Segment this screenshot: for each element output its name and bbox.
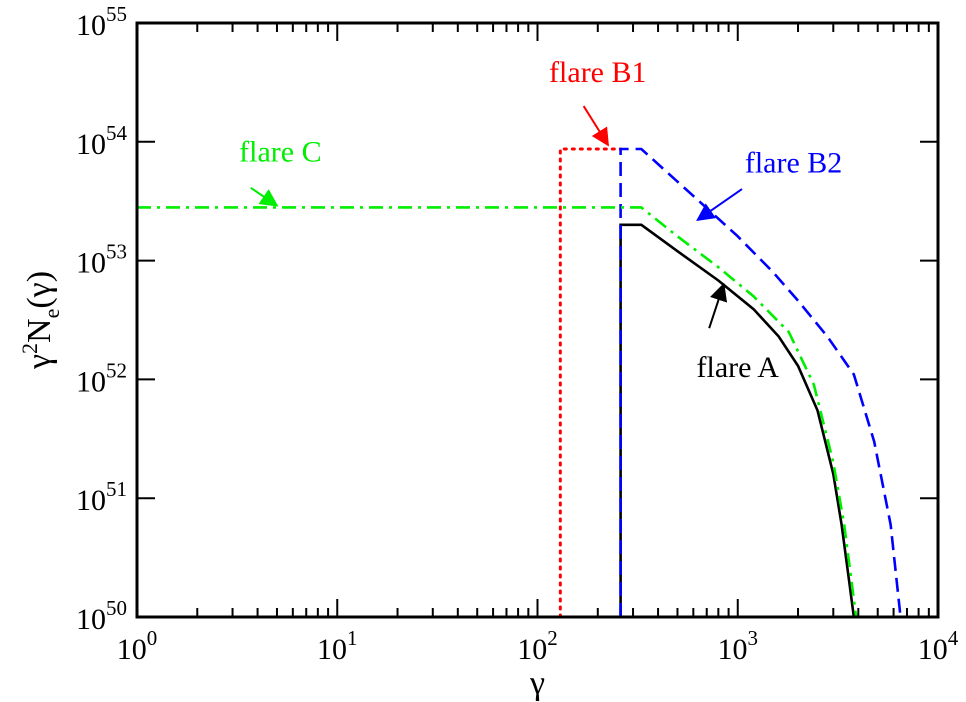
annotation-label-flare-a: flare A <box>697 351 780 384</box>
x-tick-label-exp: 0 <box>147 626 158 650</box>
y-tick-label-base: 10 <box>76 247 106 280</box>
x-tick-label-exp: 2 <box>547 626 558 650</box>
x-axis-title: γ <box>529 665 545 702</box>
y-axis-title-main: N <box>21 318 58 343</box>
x-tick-label-base: 10 <box>517 633 547 666</box>
series-line-flare-c <box>137 206 858 617</box>
y-tick-label: 1055 <box>76 2 127 42</box>
y-tick-label: 1050 <box>76 596 127 636</box>
x-tick-label-exp: 4 <box>948 626 959 650</box>
y-tick-label-base: 10 <box>76 603 106 636</box>
plot-lines <box>137 147 902 617</box>
y-axis-title-tail: (γ) <box>21 271 58 309</box>
x-tick-labels: 100 101 102 103 104 <box>117 626 959 666</box>
y-tick-label-exp: 54 <box>106 121 128 145</box>
annotation-label-flare-c: flare C <box>239 136 321 169</box>
y-tick-label-base: 10 <box>76 365 106 398</box>
axes-ticks <box>136 22 938 618</box>
series-line-flare-a <box>619 223 856 617</box>
y-tick-label: 1053 <box>76 240 127 280</box>
annotation-arrow-flare-c <box>250 186 279 207</box>
y-tick-label-exp: 52 <box>106 358 127 382</box>
y-tick-label-exp: 53 <box>106 240 127 264</box>
x-tick-label: 104 <box>918 626 959 666</box>
annotation-label-flare-b1: flare B1 <box>549 56 646 89</box>
y-tick-label-base: 10 <box>76 9 106 42</box>
annotation-label-flare-b2: flare B2 <box>745 147 842 180</box>
annotation-arrow-flare-a <box>708 282 728 329</box>
y-tick-label-exp: 55 <box>106 2 127 26</box>
series-line-flare-b2 <box>619 147 902 617</box>
series-line-flare-b1 <box>558 147 623 617</box>
x-tick-label: 103 <box>718 626 759 666</box>
x-tick-label-base: 10 <box>918 633 948 666</box>
x-tick-label-base: 10 <box>117 633 147 666</box>
annotations: flare A flare B1 flare B2 flare C <box>239 56 842 384</box>
y-tick-label: 1051 <box>76 477 127 517</box>
y-tick-label-exp: 51 <box>106 477 127 501</box>
y-tick-label-base: 10 <box>76 128 106 161</box>
x-tick-label: 100 <box>117 626 158 666</box>
x-tick-label-base: 10 <box>317 633 347 666</box>
y-axis-title: γ2Ne(γ) <box>17 271 64 370</box>
y-tick-label-exp: 50 <box>106 596 127 620</box>
x-tick-label: 102 <box>517 626 558 666</box>
x-tick-label-exp: 1 <box>347 626 358 650</box>
y-tick-label-base: 10 <box>76 484 106 517</box>
x-tick-label: 101 <box>317 626 358 666</box>
plot-frame <box>135 21 940 619</box>
x-tick-label-exp: 3 <box>748 626 759 650</box>
x-tick-label-base: 10 <box>718 633 748 666</box>
y-axis-title-sup: 2 <box>17 343 42 354</box>
annotation-arrow-flare-b2 <box>696 188 743 221</box>
y-axis-title-base: γ <box>21 354 58 370</box>
y-tick-label: 1052 <box>76 358 127 398</box>
y-axis-title-sub: e <box>39 309 64 319</box>
annotation-arrow-flare-b1 <box>582 105 609 147</box>
y-tick-label: 1054 <box>76 121 128 161</box>
